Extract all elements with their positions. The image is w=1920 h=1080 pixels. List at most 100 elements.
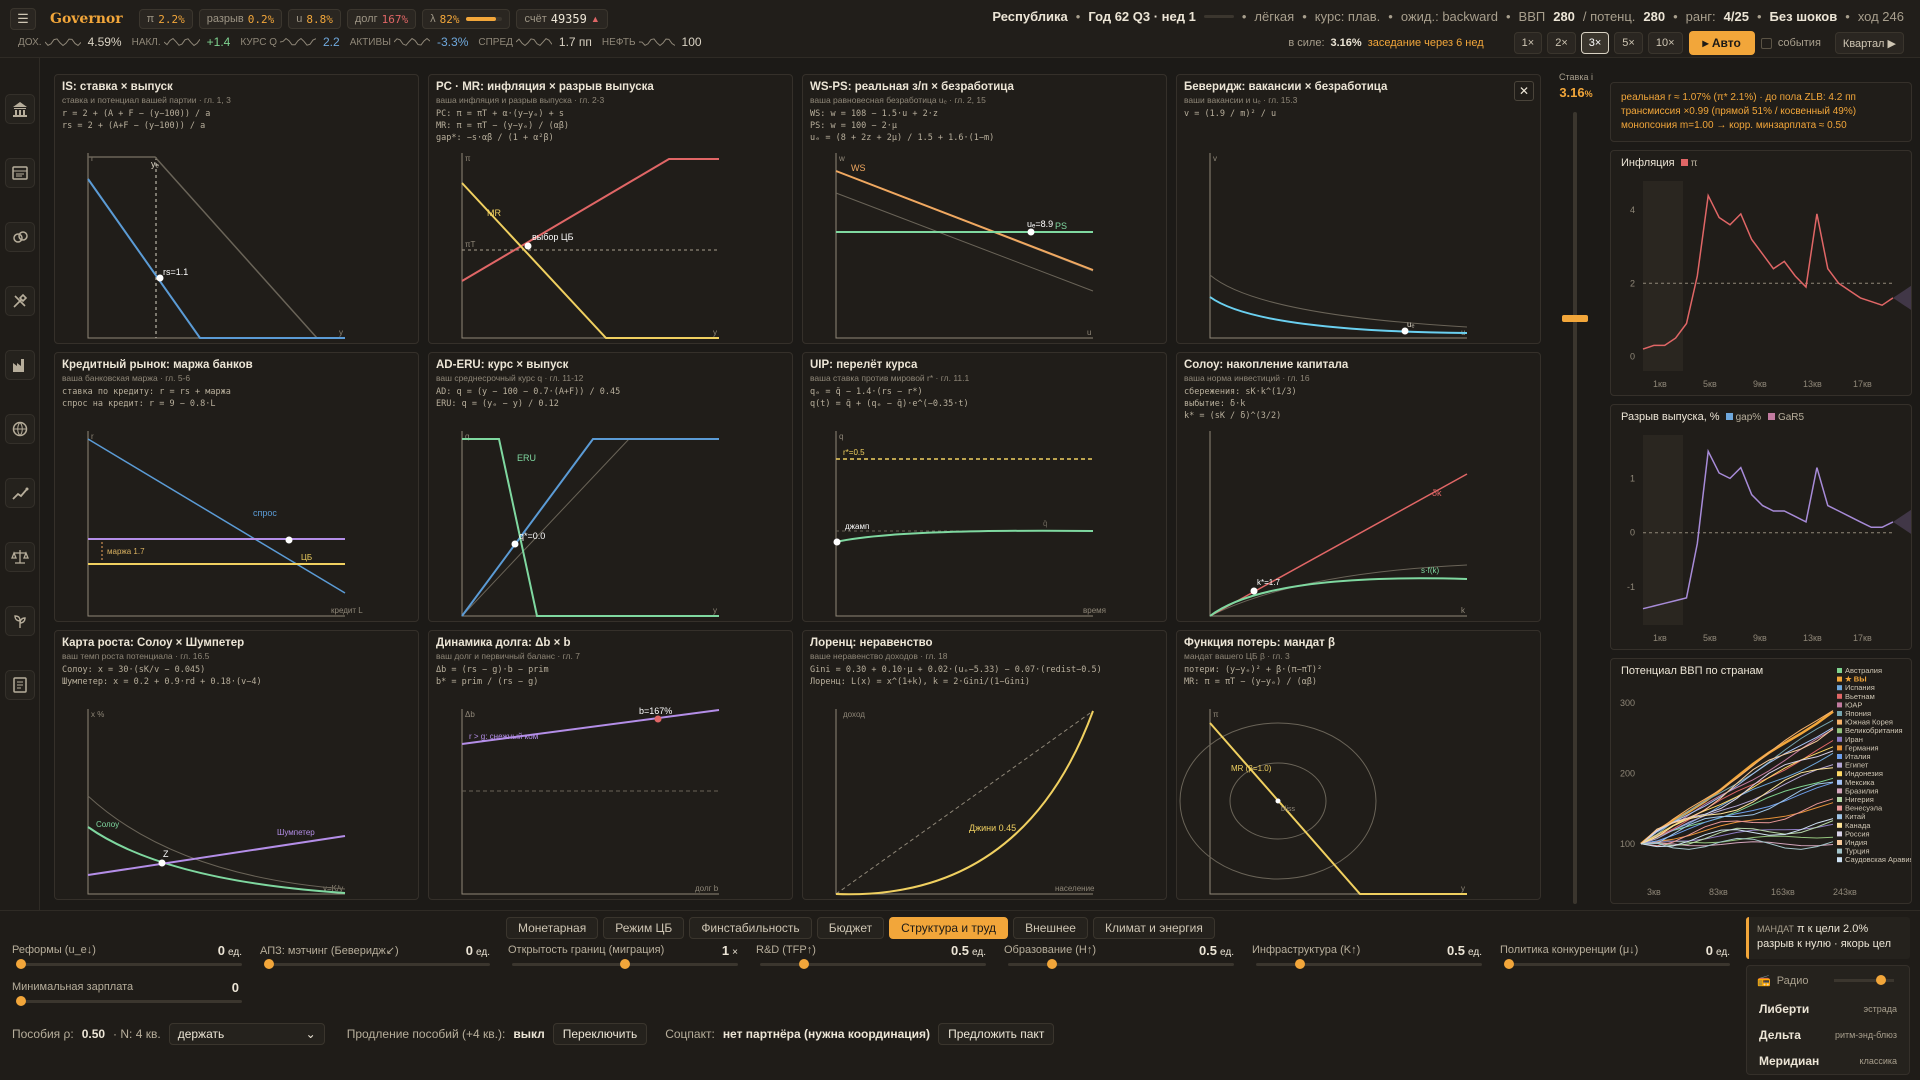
control-thumb[interactable] (264, 959, 274, 969)
benefits-mode-select[interactable]: держать ⌄ (168, 1023, 325, 1045)
rate-slider-track[interactable] (1573, 112, 1577, 904)
control-track[interactable] (1008, 963, 1234, 966)
country-label: Турция (1845, 847, 1870, 856)
nav-tools[interactable] (5, 286, 35, 316)
tab-6[interactable]: Климат и энергия (1092, 917, 1215, 939)
nav-climate[interactable] (5, 606, 35, 636)
mandate-line-1: π к цели 2.0% (1796, 923, 1869, 935)
radio-station-0[interactable]: Либерти эстрада (1751, 998, 1905, 1020)
country-label: ЮАР (1845, 700, 1862, 709)
country-label: Южная Корея (1845, 718, 1893, 727)
control-thumb[interactable] (620, 959, 630, 969)
country-swatch (1837, 797, 1842, 802)
speed-2-button[interactable]: 3× (1580, 32, 1610, 54)
debt-chip[interactable]: долг 167% (346, 9, 417, 29)
indicator-value: 2.2 (323, 35, 340, 49)
control-track[interactable] (264, 963, 490, 966)
control-label: АПЗ: мэтчинг (Беверидж↙) (260, 945, 399, 957)
difficulty: лёгкая (1254, 9, 1295, 24)
plot-axes (87, 153, 345, 339)
close-panels-button[interactable]: ✕ (1514, 81, 1534, 101)
panel-6: q время r*=0.5 q̄ джамп UIP: перелёт курса ваш… (802, 352, 1167, 622)
rate-slider[interactable]: Ставка i 3.16% (1546, 66, 1608, 910)
panel-subtitle: ваш долг и первичный баланс · гл. 7 (436, 651, 580, 661)
country-swatch (1837, 719, 1842, 725)
country-label: Мексика (1845, 778, 1875, 787)
radio-station-2[interactable]: Меридиан классика (1751, 1050, 1905, 1072)
control-track[interactable] (16, 1000, 242, 1003)
axis-x-label: y (1461, 884, 1465, 893)
radio-volume-slider[interactable] (1834, 975, 1895, 985)
rate-slider-thumb[interactable] (1562, 314, 1588, 322)
control-thumb[interactable] (1294, 959, 1305, 969)
speed-3-button[interactable]: 5× (1614, 32, 1643, 54)
nav-finance[interactable] (5, 222, 35, 252)
tab-2[interactable]: Финстабильность (689, 917, 812, 939)
control-track[interactable] (16, 963, 242, 966)
control-thumb[interactable] (798, 959, 809, 969)
nav-justice[interactable] (5, 542, 35, 572)
nav-budget[interactable] (5, 158, 35, 188)
sfk-label: s·f(k) (1421, 566, 1440, 575)
control-thumb[interactable] (1046, 959, 1057, 969)
speed-4-button[interactable]: 10× (1647, 32, 1683, 54)
tab-3[interactable]: Бюджет (816, 917, 885, 939)
axis-x-label: долг b (695, 884, 719, 893)
ps-label: PS (1055, 221, 1067, 231)
tab-1[interactable]: Режим ЦБ (603, 917, 685, 939)
solow-label: Солоу (96, 820, 119, 829)
plot-axes (87, 709, 345, 895)
toggle-extension-button[interactable]: Переключить (552, 1023, 648, 1045)
propose-pact-button[interactable]: Предложить пакт (938, 1023, 1055, 1045)
nav-notes[interactable] (5, 670, 35, 700)
gap-chip[interactable]: разрыв 0.2% (198, 9, 283, 29)
nav-central-bank[interactable] (5, 94, 35, 124)
q-label: q*=0.0 (519, 531, 545, 541)
control-thumb[interactable] (16, 959, 26, 969)
lambda-chip[interactable]: λ 82% (422, 9, 511, 29)
panel-formula: сбережения: sK·k^(1/3) (1184, 387, 1297, 397)
speed-1-button[interactable]: 2× (1547, 32, 1576, 54)
monopsony-info: монопсония m=1.00 → корр. минзарплата ≈ … (1621, 120, 1847, 131)
control-track[interactable] (1256, 963, 1482, 966)
country-swatch (1837, 685, 1842, 691)
panel-subtitle: мандат вашего ЦБ β · гл. 3 (1184, 651, 1290, 661)
axis-y-label: r (91, 432, 94, 441)
country-label: Япония (1845, 709, 1871, 718)
control-track[interactable] (760, 963, 986, 966)
tab-0[interactable]: Монетарная (506, 917, 599, 939)
ws-curve (835, 170, 1094, 271)
control-value: 1 × (721, 943, 738, 958)
speed-0-button[interactable]: 1× (1513, 32, 1543, 54)
tab-4[interactable]: Структура и труд (889, 917, 1009, 939)
control-thumb[interactable] (16, 996, 26, 1006)
country-label: Австралия (1845, 666, 1882, 675)
panel-formula: qₑ = q̄ − 1.4·(rs − r*) (810, 387, 923, 397)
unemployment-value: 8.8% (306, 12, 333, 26)
control-label: Минимальная зарплата (12, 981, 134, 993)
is-curve (87, 178, 345, 339)
events-checkbox[interactable] (1760, 37, 1772, 49)
tab-5[interactable]: Внешнее (1013, 917, 1088, 939)
auto-play-button[interactable]: ▸ Авто (1688, 31, 1755, 55)
panel-formula: AD: q = (y − 100 − 0.7·(A+F)) / 0.45 (436, 387, 621, 397)
nav-growth[interactable] (5, 478, 35, 508)
nav-foreign[interactable] (5, 414, 35, 444)
jump-label: джамп (845, 522, 869, 531)
score-chip[interactable]: счёт 49359 ▲ (516, 9, 608, 29)
axis-x-label: k (1461, 606, 1466, 615)
country-swatch (1837, 814, 1842, 820)
axis-y-label: x % (91, 710, 104, 719)
step-quarter-button[interactable]: Квартал ▶ (1834, 32, 1904, 54)
menu-button[interactable]: ☰ (10, 8, 36, 30)
game-date: Год 62 Q3 · нед 1 (1088, 9, 1196, 24)
nav-industry[interactable] (5, 350, 35, 380)
inflation-chip[interactable]: π 2.2% (138, 9, 193, 29)
unemployment-chip[interactable]: u 8.8% (288, 9, 341, 29)
control-track[interactable] (1504, 963, 1730, 966)
control-thumb[interactable] (1504, 959, 1514, 969)
radio-station-1[interactable]: Дельта ритм-энд-блюз (1751, 1024, 1905, 1046)
debt-point (654, 715, 662, 723)
panel-formula: Gini = 0.30 + 0.10·μ + 0.02·(uₑ−5.33) − … (810, 665, 1102, 675)
